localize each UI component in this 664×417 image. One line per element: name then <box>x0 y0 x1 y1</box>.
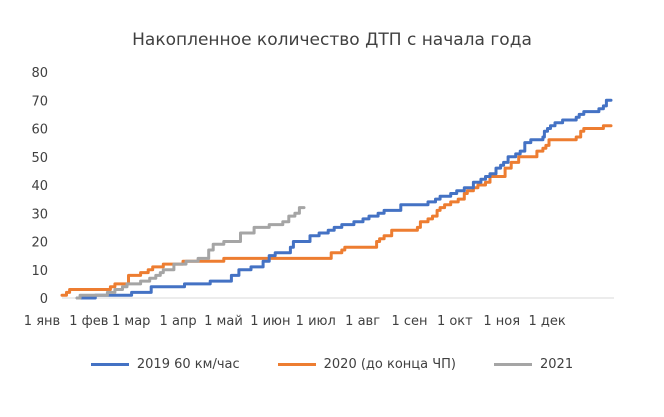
y-tick-label: 50 <box>31 151 48 166</box>
legend-label-2020: 2020 (до конца ЧП) <box>323 357 456 372</box>
legend-item-2021: 2021 <box>494 357 573 372</box>
x-tick-label: 1 авг <box>345 314 380 329</box>
y-tick-label: 60 <box>31 123 48 138</box>
y-axis-labels: 0 10 20 30 40 50 60 70 80 <box>31 66 48 307</box>
x-tick-label: 1 фев <box>69 314 108 329</box>
legend-item-2019: 2019 60 км/час <box>90 357 240 372</box>
x-tick-label: 1 апр <box>160 314 197 329</box>
x-tick-label: 1 май <box>204 314 243 329</box>
series-line-2021 <box>75 206 306 300</box>
y-tick-label: 0 <box>40 292 48 307</box>
x-tick-label: 1 окт <box>437 314 473 329</box>
x-tick-label: 1 ноя <box>483 314 520 329</box>
y-tick-label: 80 <box>31 66 48 81</box>
x-tick-label: 1 июл <box>296 314 336 329</box>
legend-item-2020: 2020 (до конца ЧП) <box>277 357 456 372</box>
x-tick-label: 1 июн <box>250 314 290 329</box>
y-tick-label: 40 <box>31 179 48 194</box>
y-tick-label: 20 <box>31 236 48 251</box>
series-line-2020 <box>60 124 613 297</box>
legend-swatch-2019 <box>90 363 129 366</box>
y-tick-label: 70 <box>31 94 48 109</box>
legend-swatch-2021 <box>494 363 532 366</box>
series-lines <box>60 98 613 300</box>
x-tick-label: 1 сен <box>391 314 427 329</box>
series-line-2019 <box>75 98 613 300</box>
x-tick-label: 1 мар <box>112 314 150 329</box>
legend-swatch-2020 <box>277 363 316 366</box>
x-axis-labels: 1 янв 1 фев 1 мар 1 апр 1 май 1 июн 1 июл 1 авг… <box>24 314 566 329</box>
legend: 2019 60 км/час 2020 (до конца ЧП) 2021 <box>0 357 664 372</box>
y-tick-label: 30 <box>31 207 48 222</box>
chart-title: Накопленное количество ДТП с начала года <box>132 30 532 50</box>
y-tick-label: 10 <box>31 264 48 279</box>
legend-label-2019: 2019 60 км/час <box>136 357 240 372</box>
x-tick-label: 1 дек <box>528 314 565 329</box>
legend-label-2021: 2021 <box>540 357 574 372</box>
x-tick-label: 1 янв <box>24 314 60 329</box>
